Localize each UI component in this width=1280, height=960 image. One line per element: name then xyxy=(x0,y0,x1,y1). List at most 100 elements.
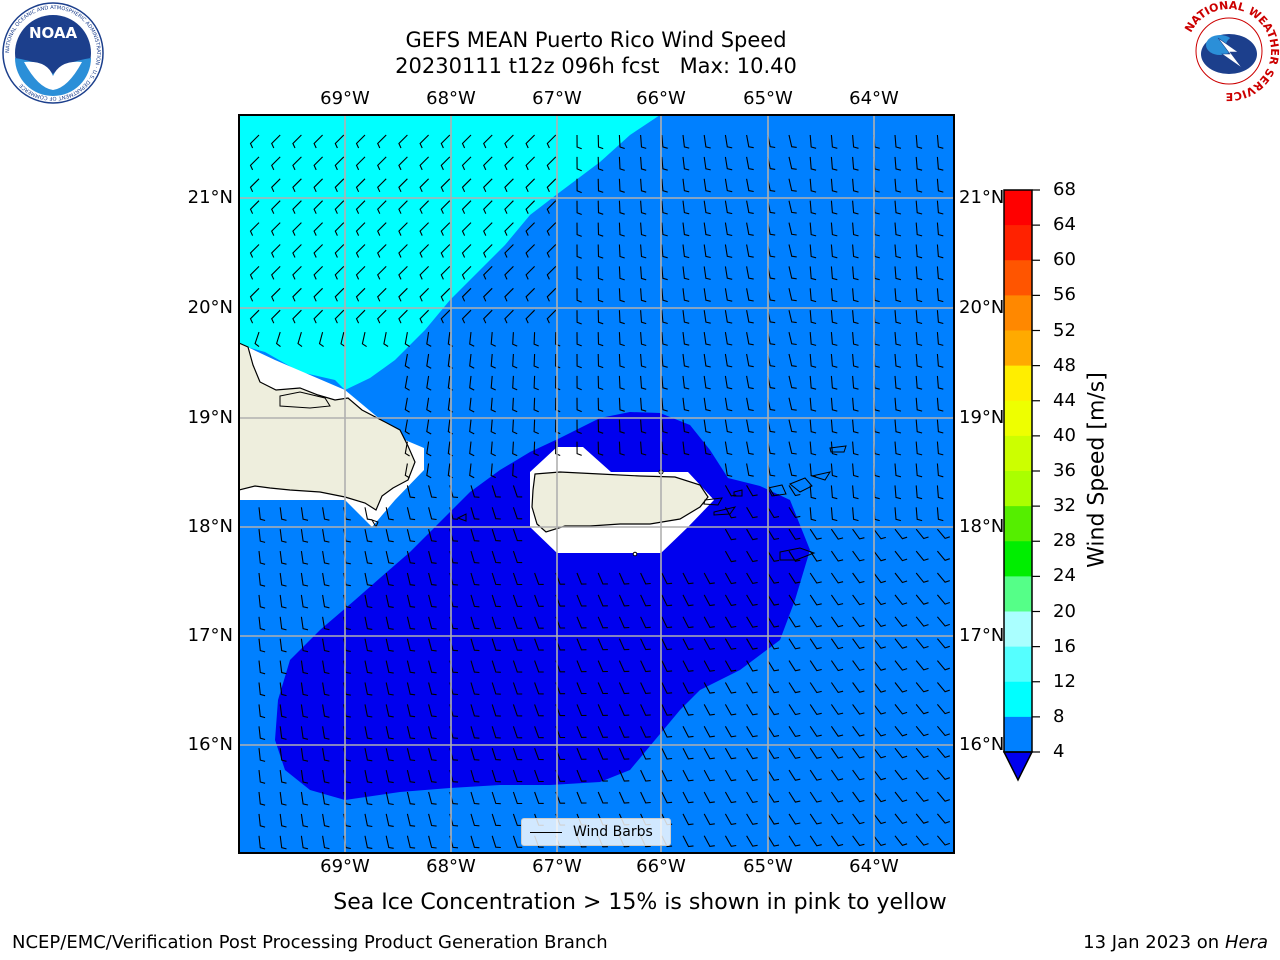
wind-barb xyxy=(377,134,387,149)
wind-barb xyxy=(406,704,416,718)
wind-barb xyxy=(469,419,475,435)
wind-barb xyxy=(661,244,668,259)
wind-barb xyxy=(406,550,416,564)
wind-barb xyxy=(491,485,501,498)
wind-barb xyxy=(724,726,737,738)
wind-barb xyxy=(915,813,929,824)
wind-barb xyxy=(618,682,630,695)
wind-barb xyxy=(936,572,950,583)
wind-barb xyxy=(724,616,737,628)
wind-barb xyxy=(426,419,432,435)
wind-barb xyxy=(428,550,437,564)
wind-barb xyxy=(576,156,582,172)
wind-barb xyxy=(682,419,690,434)
wind-barb xyxy=(491,704,501,717)
wind-barb xyxy=(873,725,886,737)
lat-label-right-19n: 19°N xyxy=(959,407,1005,428)
wind-barb xyxy=(483,222,493,236)
wind-barb xyxy=(936,441,944,456)
wind-barb xyxy=(512,507,523,520)
wind-barb xyxy=(428,507,437,521)
wind-barb xyxy=(724,660,737,672)
wind-barb xyxy=(767,528,780,541)
wind-barb xyxy=(894,550,908,562)
wind-barb xyxy=(915,441,923,456)
wind-barb xyxy=(385,572,394,587)
wind-barb xyxy=(483,178,493,193)
wind-barb xyxy=(576,266,582,281)
wind-barb xyxy=(894,463,902,478)
wind-barb xyxy=(512,638,523,651)
wind-barb xyxy=(809,419,817,434)
wind-barb xyxy=(490,441,496,457)
colorbar-cell xyxy=(1004,576,1032,612)
wind-barb xyxy=(258,551,266,565)
wind-barb xyxy=(682,266,690,281)
wind-barb xyxy=(746,397,754,412)
wind-barb xyxy=(300,682,309,697)
wind-barb xyxy=(398,244,408,258)
wind-barb xyxy=(279,616,287,631)
wind-barb xyxy=(661,419,668,434)
wind-barb xyxy=(618,791,630,804)
wind-barb xyxy=(830,769,844,781)
wind-barb xyxy=(852,266,859,281)
wind-barb xyxy=(576,572,587,585)
wind-barb xyxy=(852,682,865,693)
wind-barb xyxy=(852,594,865,606)
wind-barb xyxy=(894,769,908,781)
wind-barb xyxy=(355,287,366,302)
wind-barb xyxy=(915,791,929,802)
wind-barb xyxy=(640,310,647,325)
wind-barb xyxy=(894,507,902,522)
lat-label-left-17n: 17°N xyxy=(187,625,233,646)
wind-barb xyxy=(504,287,514,302)
wind-barb xyxy=(809,178,817,193)
wind-barb xyxy=(279,770,287,784)
wind-barb xyxy=(385,550,394,565)
wind-barb xyxy=(724,813,737,826)
wind-barb xyxy=(661,616,673,629)
wind-barb xyxy=(936,660,950,671)
wind-barb xyxy=(440,134,451,149)
wind-barb xyxy=(470,485,480,498)
wind-barb xyxy=(640,222,647,237)
wind-barb xyxy=(534,726,544,739)
wind-barb xyxy=(894,485,902,500)
wind-barb xyxy=(297,331,303,348)
wind-barb xyxy=(292,200,302,214)
wind-barb xyxy=(682,726,694,738)
wind-barb xyxy=(322,748,330,762)
wind-barb xyxy=(271,156,281,171)
wind-barb xyxy=(364,638,373,652)
wind-barb xyxy=(258,791,266,806)
wind-barb xyxy=(385,835,394,849)
wind-barb xyxy=(469,397,475,413)
wind-barb xyxy=(491,594,501,608)
wind-barb xyxy=(618,572,630,585)
wind-barb xyxy=(873,638,886,649)
wind-barb xyxy=(852,813,865,825)
wind-barb xyxy=(364,594,373,609)
wind-barb xyxy=(313,244,323,258)
wind-barb xyxy=(936,178,944,193)
wind-barb xyxy=(292,309,302,324)
wind-barb xyxy=(470,813,480,827)
wind-barb xyxy=(830,507,838,522)
colorbar-cell xyxy=(1004,716,1032,753)
wind-barb xyxy=(915,485,923,500)
puerto-rico-land xyxy=(531,471,709,533)
lat-label-right-17n: 17°N xyxy=(959,625,1005,646)
lat-label-left-20n: 20°N xyxy=(187,297,233,318)
wind-barb xyxy=(830,200,838,215)
wind-barb xyxy=(419,287,429,302)
wind-barb xyxy=(440,309,451,324)
wind-barb xyxy=(313,200,323,214)
wind-barb xyxy=(809,725,822,737)
wind-barb xyxy=(661,332,668,346)
wind-barb xyxy=(483,156,493,171)
wind-barb xyxy=(249,178,260,193)
wind-barb xyxy=(703,266,711,280)
wind-barb xyxy=(470,748,480,761)
wind-barb xyxy=(830,441,838,456)
